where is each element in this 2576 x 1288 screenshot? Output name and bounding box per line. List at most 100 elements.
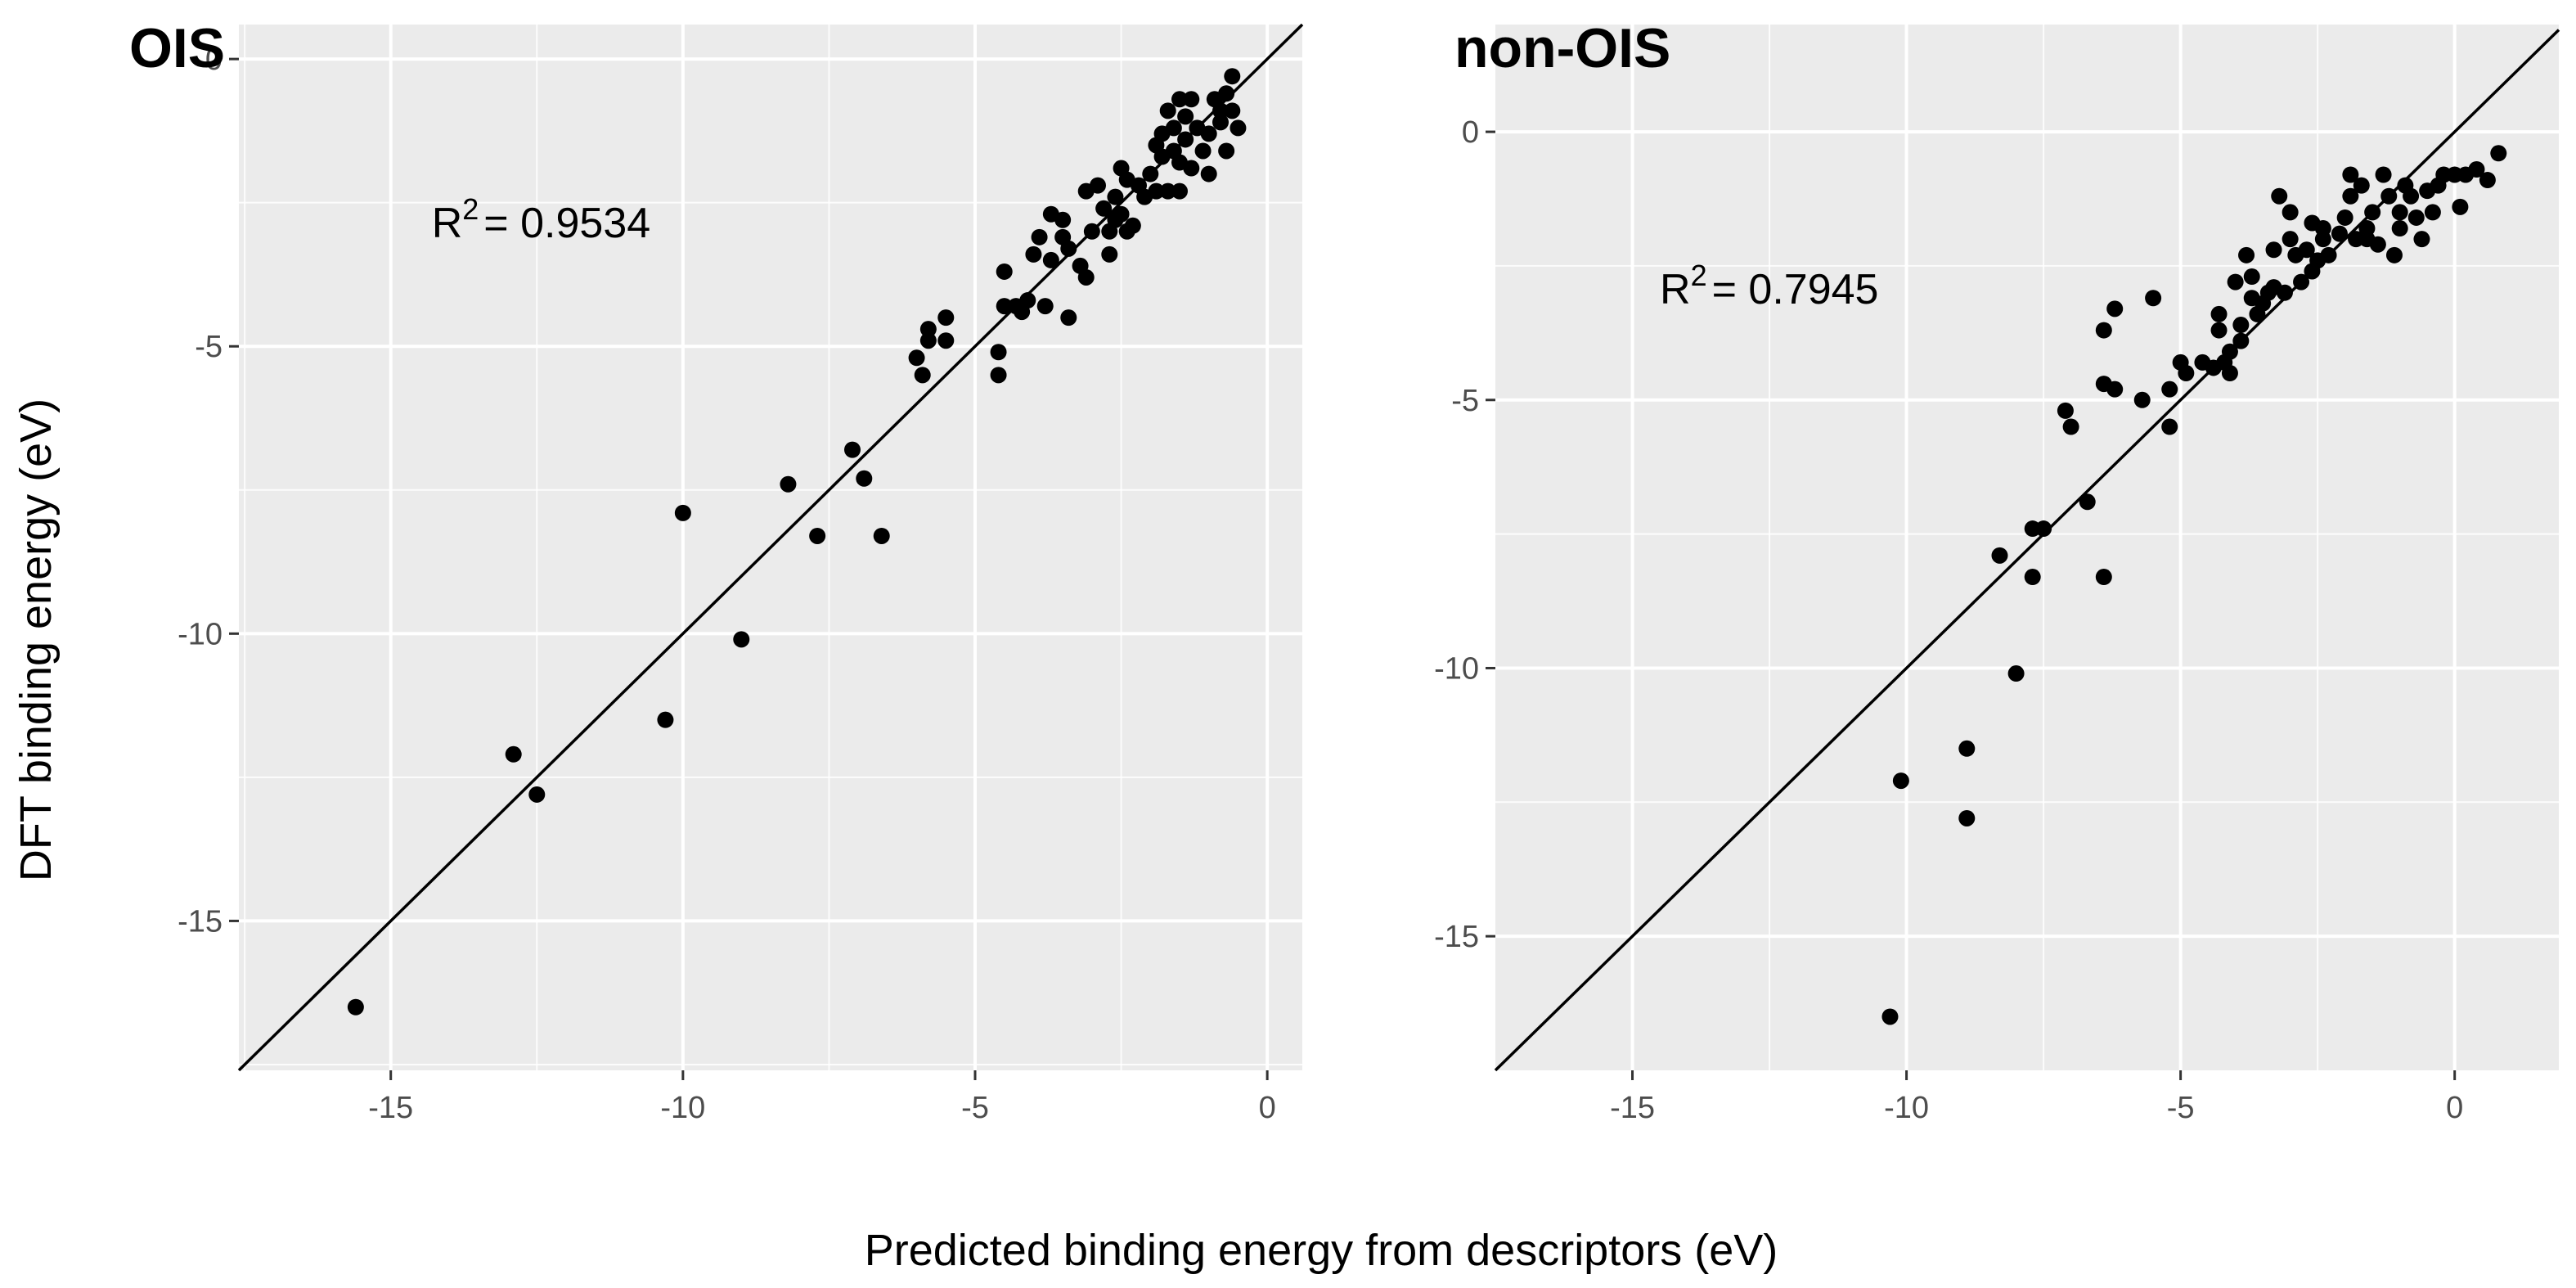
non-ois-data-point [2293,273,2310,290]
non-ois-data-point [2364,204,2381,221]
ois-data-point [873,527,890,544]
ois-data-point [1165,119,1182,137]
non-ois-data-point [2057,402,2074,419]
non-ois-data-point [2407,209,2425,226]
ois-data-point [1171,91,1188,108]
non-ois-data-point [2314,220,2331,237]
ois-data-point [1159,102,1176,119]
non-ois-data-point [2232,332,2250,349]
non-ois-reference-line [1494,29,2560,1072]
ois-data-point [1218,142,1235,160]
non-ois-data-point [2079,493,2096,511]
non-ois-panel: -15 -10 -5 0 -15 -10 -5 0 R2 = 0.7945 non-OIS [1434,17,2560,1125]
non-ois-data-point [1881,1008,1899,1025]
non-ois-data-point [2282,231,2299,248]
ois-data-point [1095,200,1113,217]
ois-data-point [674,504,691,521]
ois-data-point [1077,268,1095,286]
non-ois-x-tick-label: -5 [2167,1091,2195,1125]
non-ois-data-point [2298,241,2315,259]
ois-data-point [996,298,1013,315]
ois-data-point [1031,228,1048,245]
non-ois-data-point [2161,418,2178,435]
ois-data-point [1224,102,1241,119]
non-ois-data-point [2007,665,2025,682]
non-ois-y-tick-label: -15 [1434,920,1479,954]
non-ois-data-point [2035,520,2052,538]
ois-data-point [937,332,955,349]
ois-r-squared-superscript: 2 [462,192,479,226]
non-ois-data-point [2276,284,2293,301]
ois-data-point [657,711,674,728]
ois-data-point [1090,177,1106,194]
ois-x-tick-label: -10 [660,1091,705,1125]
ois-data-point [1107,188,1124,205]
ois-data-point [1183,160,1200,177]
ois-data-point [856,470,873,487]
ois-data-point [1224,68,1241,85]
non-ois-r-squared-superscript: 2 [1691,259,1707,292]
non-ois-data-point [2375,166,2392,183]
non-ois-x-tick-label: -10 [1884,1091,1929,1125]
non-ois-data-point [2145,290,2162,307]
non-ois-data-point [2265,241,2282,259]
non-ois-panel-title: non-OIS [1454,17,1670,79]
ois-data-point [1183,91,1200,108]
ois-data-point [733,631,750,648]
non-ois-data-point [2227,273,2244,290]
ois-data-point [1025,245,1042,263]
ois-data-point [1042,251,1059,268]
non-ois-data-point [2403,187,2420,205]
non-ois-data-point [2210,305,2228,322]
non-ois-data-point [2391,204,2408,221]
ois-data-point [919,332,937,349]
ois-r-squared-value: = 0.9534 [483,200,650,247]
ois-panel: -15 -10 -5 0 -15 -10 -5 0 R2 = 0.9534 OIS [129,17,1304,1125]
ois-data-point [347,998,364,1016]
ois-reference-line [237,23,1304,1072]
ois-data-point [1171,182,1188,200]
non-ois-data-point [2320,246,2337,263]
ois-data-point [1124,217,1141,234]
ois-x-tick-label: -15 [368,1091,413,1125]
ois-x-tick-label: -5 [961,1091,989,1125]
ois-data-point [844,441,861,458]
ois-data-point [1083,223,1100,240]
ois-data-point [1113,205,1130,223]
ois-data-point [1019,292,1036,309]
non-ois-data-point [2095,322,2112,339]
non-ois-data-point [1958,740,1976,757]
non-ois-data-point [2353,177,2370,194]
non-ois-data-point [2282,204,2299,221]
ois-data-point [505,745,522,763]
ois-data-point [1036,298,1054,315]
non-ois-x-tick-label: 0 [2446,1091,2463,1125]
non-ois-data-point [2161,381,2178,398]
non-ois-data-point [2095,569,2112,586]
ois-panel-title: OIS [129,17,225,79]
ois-data-point [990,367,1007,384]
ois-data-point [780,475,797,493]
non-ois-data-point [2221,365,2238,381]
x-axis-title: Predicted binding energy from descriptor… [865,1226,1778,1275]
non-ois-data-point [2106,300,2124,317]
non-ois-data-point [2369,236,2386,253]
ois-data-point [1177,108,1194,125]
ois-data-point [937,309,955,327]
non-ois-y-tick-label: 0 [1462,115,1479,150]
ois-data-point [1101,245,1118,263]
non-ois-x-tick-label: -15 [1610,1091,1655,1125]
non-ois-data-point [2221,343,2238,360]
ois-data-point [996,263,1013,280]
ois-data-point [1142,165,1159,182]
ois-data-point [908,349,925,367]
ois-data-point [1159,182,1176,200]
ois-y-tick-label: 0 [205,43,223,77]
ois-data-point [1060,240,1077,257]
ois-data-point [1218,85,1235,102]
non-ois-data-point [2385,246,2403,263]
non-ois-r-squared-annotation: R2 = 0.7945 [1660,259,1878,313]
non-ois-y-tick-label: -10 [1434,651,1479,686]
non-ois-data-point [2133,391,2151,408]
non-ois-data-point [2336,209,2353,226]
